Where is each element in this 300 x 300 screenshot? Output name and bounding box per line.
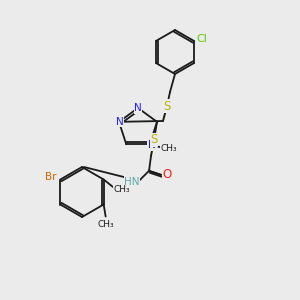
- Text: CH₃: CH₃: [97, 220, 114, 229]
- Text: Br: Br: [45, 172, 56, 182]
- Text: CH₃: CH₃: [160, 144, 177, 153]
- Text: O: O: [162, 168, 172, 181]
- Text: N: N: [148, 140, 156, 150]
- Text: CH₃: CH₃: [113, 185, 130, 194]
- Text: HN: HN: [124, 177, 140, 187]
- Text: N: N: [134, 103, 142, 113]
- Text: S: S: [163, 100, 171, 112]
- Text: N: N: [116, 117, 124, 127]
- Text: S: S: [150, 133, 158, 146]
- Text: Cl: Cl: [196, 34, 208, 44]
